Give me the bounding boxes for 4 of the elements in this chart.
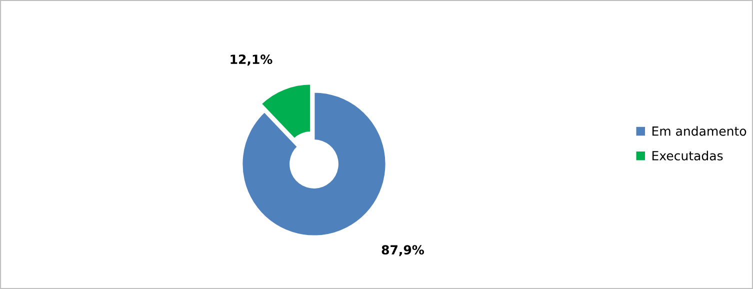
data-label: 87,9% (382, 245, 424, 256)
legend-label: Executadas (652, 150, 723, 160)
data-label: 12,1% (230, 54, 272, 66)
legend-label: Em andamento (652, 126, 746, 136)
